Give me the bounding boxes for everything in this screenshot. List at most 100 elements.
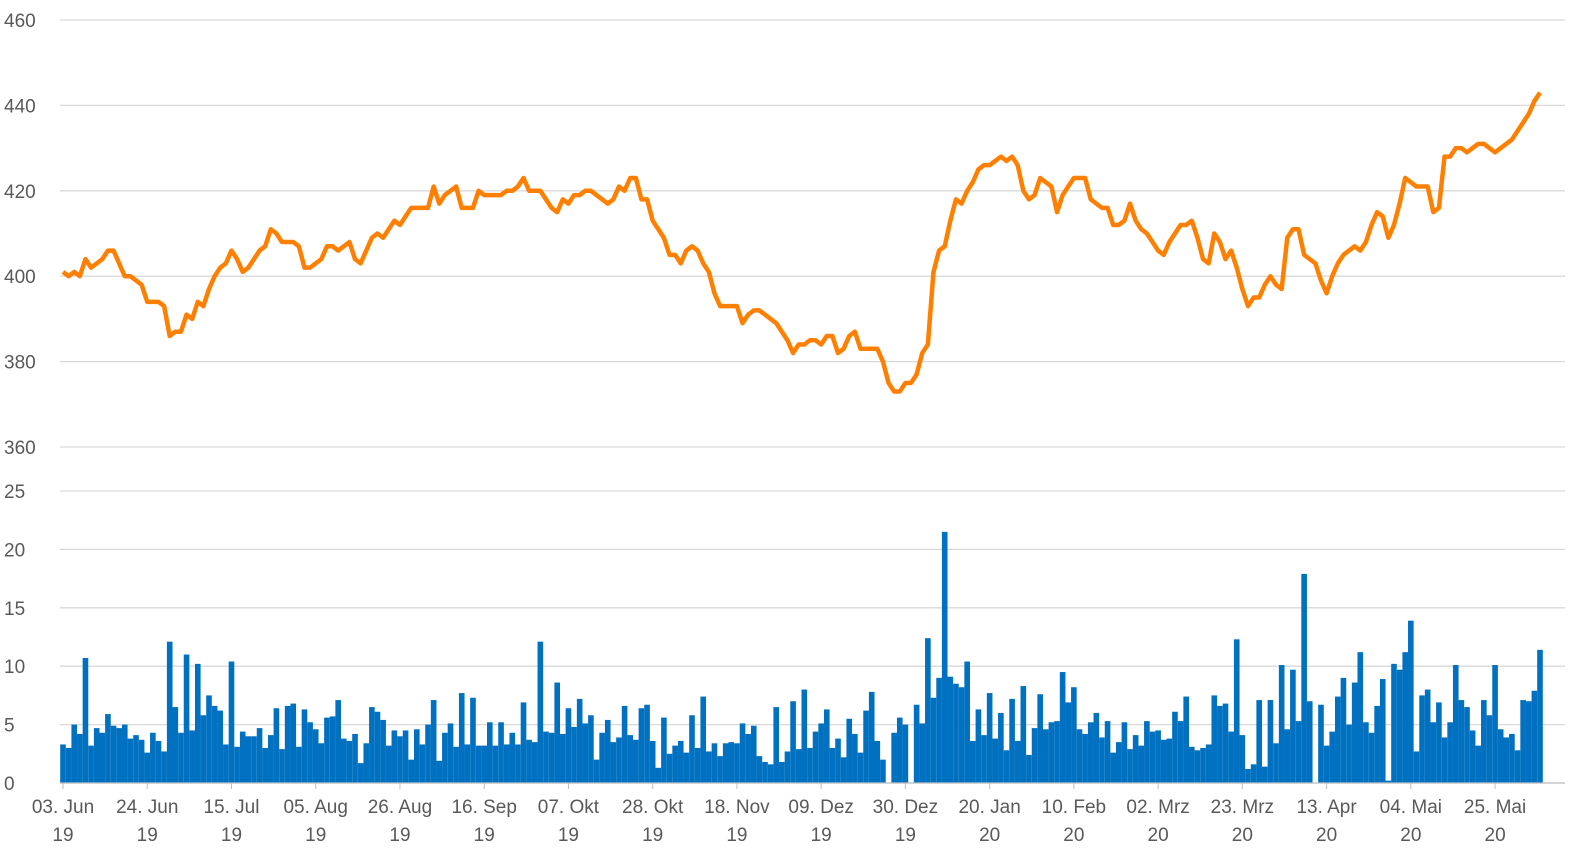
bar [1273,743,1279,783]
bar [71,724,78,783]
x-tick-label: 16. Sep 19 [451,797,517,846]
bar [1026,754,1032,783]
y-tick-label: 380 [4,353,36,374]
x-tick-label-line: 24. Jun [116,797,178,818]
bar [1475,745,1482,783]
bar [1183,696,1190,783]
bar [750,725,757,783]
bar [369,707,375,783]
bar [779,761,785,783]
bar [138,739,145,783]
bar [694,747,701,783]
bar [1278,665,1285,783]
bar [1087,722,1094,783]
bar [1396,669,1403,783]
y-tick-label: 5 [4,716,15,737]
bar [835,738,841,783]
bar [161,751,167,783]
bar [520,702,527,783]
bar [672,745,678,783]
bar [560,733,566,783]
bar [1222,703,1229,783]
bar [1374,705,1380,783]
x-tick-label: 13. Apr 20 [1296,797,1357,846]
bar [773,707,780,783]
bar [807,747,813,783]
bar [256,728,263,783]
bar [857,752,864,783]
bar [1436,702,1442,783]
bar [1335,696,1341,783]
bar [1031,728,1038,783]
bar [1458,700,1465,783]
bar [1492,665,1498,783]
bar [307,722,313,783]
bar [296,746,302,783]
y-tick-label: 20 [4,540,25,561]
y-tick-label: 0 [4,774,15,795]
bar [756,756,763,783]
bar [492,745,499,783]
bar [992,738,999,783]
bar [1144,721,1150,783]
y-tick-label: 440 [4,96,36,117]
bar [1318,704,1324,783]
bar [408,759,414,783]
x-tick-label-line: 19 [305,825,326,846]
bar [644,704,650,783]
bar [498,722,504,783]
bar [616,737,622,783]
bar [1082,733,1088,783]
bar [65,747,72,783]
bar [677,740,684,783]
bar [565,708,572,783]
bar [666,753,673,783]
bar [941,531,948,783]
x-tick-label-line: 03. Jun [32,797,94,818]
bar [1525,701,1532,783]
bar [722,743,729,783]
x-tick-label-line: 04. Mai [1380,797,1442,818]
bar [1189,746,1195,783]
x-tick-label-line: 19 [811,825,832,846]
bar [99,732,106,783]
bar [1104,721,1111,783]
bar [284,705,291,783]
bar [436,760,443,783]
bar [318,743,325,783]
bar [1413,751,1420,783]
x-tick-label: 18. Nov 19 [704,797,770,846]
bar [442,732,448,783]
x-tick-label-line: 20 [1485,825,1506,846]
bar [913,704,920,783]
bar [930,697,937,783]
x-tick-label-line: 05. Aug [283,797,347,818]
bar [610,742,617,783]
bar [178,732,184,783]
bar [745,733,751,783]
bar [1065,702,1072,783]
bar [1452,665,1459,783]
bar [1071,687,1077,783]
y-tick-label: 420 [4,182,36,203]
bar [863,710,869,783]
bar [1430,722,1437,783]
bar [1531,690,1538,783]
bar [599,732,605,783]
bar [1194,750,1201,783]
bar [1054,721,1060,783]
bar [1537,649,1543,783]
bar [1447,722,1453,783]
bar [234,746,240,783]
x-tick-label-line: 19 [895,825,916,846]
bar [1509,733,1515,783]
bar [1441,737,1448,783]
bar [189,730,195,783]
bar [515,744,521,783]
bar [958,687,965,783]
bar [1048,722,1055,783]
x-tick-label: 09. Dez 19 [788,797,853,846]
bar [526,739,532,783]
bar [1250,764,1257,783]
bar [1514,750,1521,783]
